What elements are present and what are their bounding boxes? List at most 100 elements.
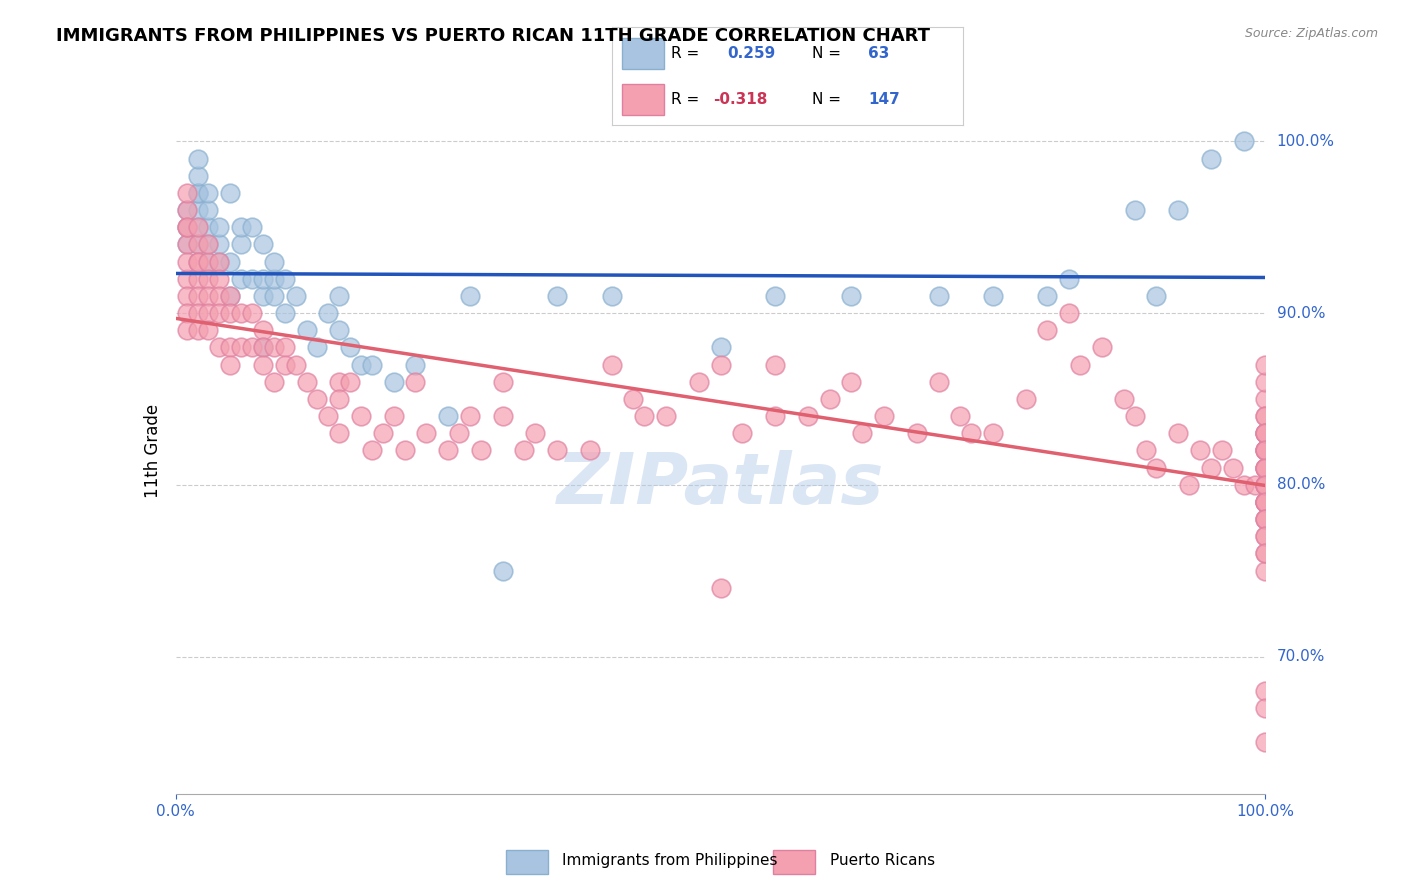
Point [186, 289, 209, 303]
Point [796, 409, 818, 424]
Point [818, 392, 841, 406]
Point [176, 220, 198, 235]
Point [513, 443, 536, 458]
Text: Puerto Ricans: Puerto Ricans [830, 854, 935, 868]
Point [1036, 323, 1059, 337]
Point [1254, 460, 1277, 475]
Point [710, 340, 733, 354]
Point [382, 409, 405, 424]
Point [1123, 409, 1146, 424]
Point [371, 426, 394, 441]
Point [1057, 306, 1080, 320]
Point [1254, 495, 1277, 509]
Point [176, 237, 198, 252]
Point [328, 426, 350, 441]
Point [492, 564, 515, 578]
Point [186, 186, 209, 200]
Point [350, 409, 373, 424]
Point [263, 375, 285, 389]
Point [1144, 460, 1167, 475]
Point [710, 581, 733, 595]
Point [176, 271, 198, 285]
Point [263, 254, 285, 268]
Point [176, 306, 198, 320]
Point [231, 340, 253, 354]
Point [231, 220, 253, 235]
Point [981, 426, 1004, 441]
Point [905, 426, 928, 441]
Point [176, 220, 198, 235]
Point [186, 271, 209, 285]
Point [252, 289, 274, 303]
Point [1254, 477, 1277, 491]
Point [1091, 340, 1114, 354]
Point [176, 202, 198, 217]
Point [1254, 477, 1277, 491]
Point [492, 375, 515, 389]
Point [1254, 512, 1277, 526]
Point [1254, 512, 1277, 526]
Point [1254, 512, 1277, 526]
Text: 70.0%: 70.0% [1277, 649, 1324, 664]
Point [208, 289, 231, 303]
Point [176, 323, 198, 337]
Point [763, 289, 786, 303]
Point [763, 409, 786, 424]
Point [186, 254, 209, 268]
Point [1254, 564, 1277, 578]
Point [1254, 735, 1277, 749]
Point [1254, 426, 1277, 441]
Point [524, 426, 547, 441]
Point [1167, 426, 1189, 441]
Point [470, 443, 492, 458]
Point [186, 169, 209, 183]
Point [219, 340, 242, 354]
Point [176, 254, 198, 268]
Point [339, 340, 361, 354]
Point [1254, 477, 1277, 491]
Point [1036, 289, 1059, 303]
Point [360, 358, 382, 372]
Point [252, 237, 274, 252]
Point [328, 392, 350, 406]
Point [274, 358, 297, 372]
Point [1057, 271, 1080, 285]
Point [263, 289, 285, 303]
Point [1254, 495, 1277, 509]
Point [328, 375, 350, 389]
Point [219, 306, 242, 320]
Point [1167, 202, 1189, 217]
Point [458, 289, 481, 303]
Point [307, 392, 329, 406]
Point [1254, 529, 1277, 543]
Point [1254, 409, 1277, 424]
Point [350, 358, 373, 372]
Point [339, 375, 361, 389]
Point [1254, 443, 1277, 458]
Y-axis label: 11th Grade: 11th Grade [143, 403, 162, 498]
Point [197, 220, 219, 235]
Point [231, 306, 253, 320]
Point [1254, 495, 1277, 509]
Point [197, 254, 219, 268]
Point [1199, 460, 1222, 475]
Text: Immigrants from Philippines: Immigrants from Philippines [562, 854, 778, 868]
Point [295, 323, 318, 337]
Point [197, 271, 219, 285]
Text: 147: 147 [869, 92, 900, 107]
Point [928, 289, 950, 303]
Point [307, 340, 329, 354]
Point [176, 220, 198, 235]
Point [263, 340, 285, 354]
Point [1069, 358, 1091, 372]
Point [295, 375, 318, 389]
Point [1254, 460, 1277, 475]
Text: 90.0%: 90.0% [1277, 306, 1324, 320]
Point [1254, 426, 1277, 441]
Point [949, 409, 972, 424]
Point [1254, 495, 1277, 509]
Point [1254, 358, 1277, 372]
Point [186, 254, 209, 268]
Point [284, 289, 307, 303]
Point [873, 409, 896, 424]
